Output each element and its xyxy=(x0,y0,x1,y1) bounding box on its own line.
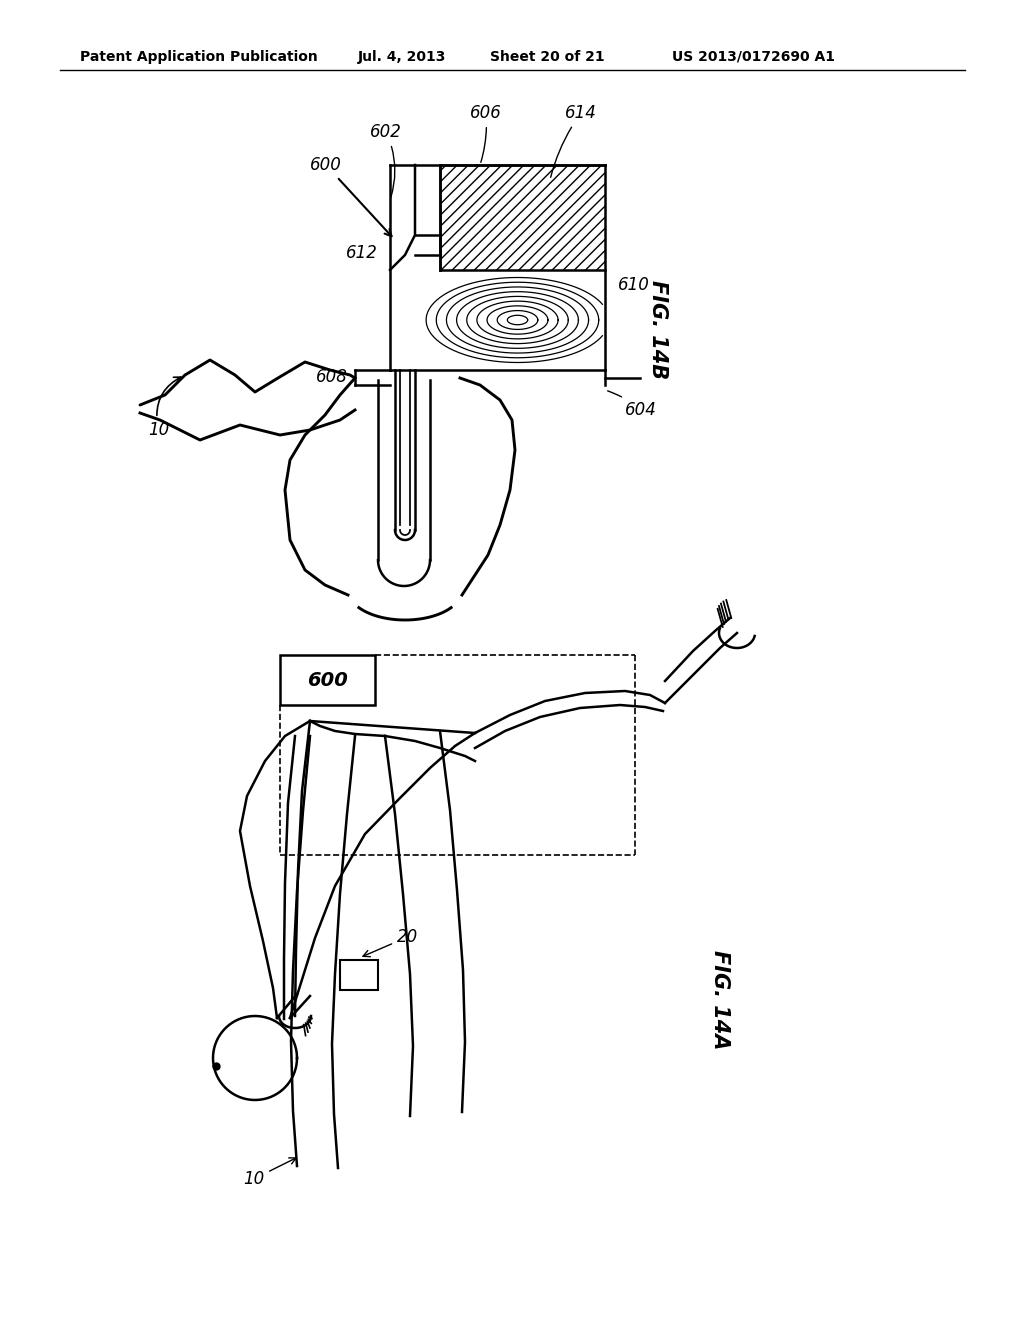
Bar xyxy=(440,165,605,271)
Text: 600: 600 xyxy=(310,156,391,236)
Text: Patent Application Publication: Patent Application Publication xyxy=(80,50,317,63)
Text: US 2013/0172690 A1: US 2013/0172690 A1 xyxy=(672,50,835,63)
Text: 20: 20 xyxy=(362,928,418,957)
Text: 614: 614 xyxy=(551,104,597,177)
Text: FIG. 14B: FIG. 14B xyxy=(648,280,668,380)
Text: 610: 610 xyxy=(618,276,650,294)
Bar xyxy=(340,960,378,990)
Text: 608: 608 xyxy=(316,368,348,385)
Text: Sheet 20 of 21: Sheet 20 of 21 xyxy=(490,50,604,63)
Text: 600: 600 xyxy=(307,671,348,689)
Text: 612: 612 xyxy=(346,244,378,261)
Text: 10: 10 xyxy=(148,378,181,440)
Text: 604: 604 xyxy=(607,391,656,418)
Bar xyxy=(280,655,375,705)
Text: FIG. 14A: FIG. 14A xyxy=(710,950,730,1049)
Text: 602: 602 xyxy=(370,123,401,198)
Text: 10: 10 xyxy=(243,1158,296,1188)
Text: Jul. 4, 2013: Jul. 4, 2013 xyxy=(358,50,446,63)
Text: 606: 606 xyxy=(470,104,502,162)
